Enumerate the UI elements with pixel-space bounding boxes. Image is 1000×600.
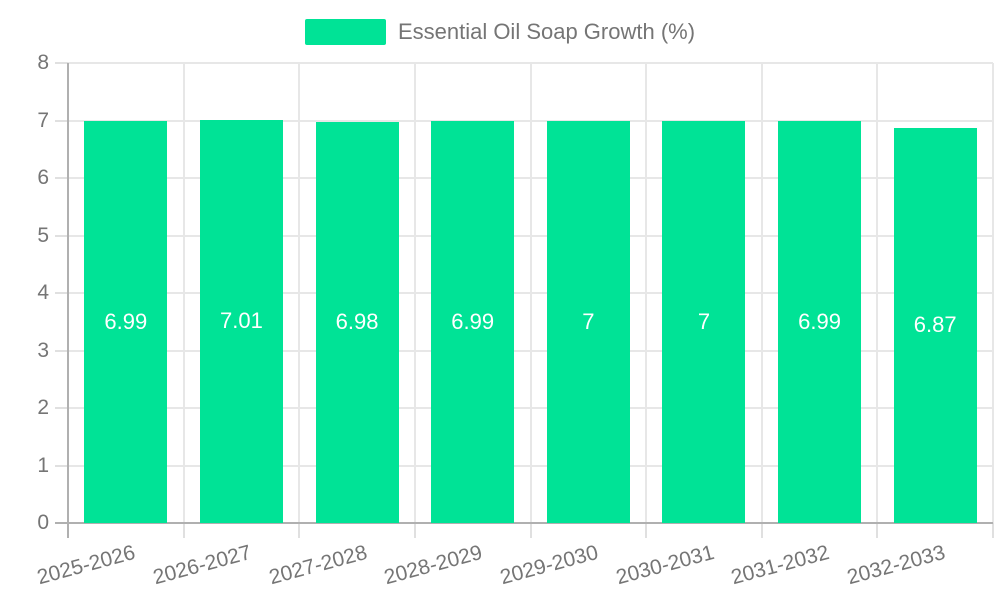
y-axis-tick-label: 1: [37, 453, 49, 477]
y-axis-tick: [55, 292, 68, 294]
x-axis-tick: [182, 523, 185, 538]
bar: 6.99: [431, 121, 515, 523]
legend-label: Essential Oil Soap Growth (%): [397, 19, 696, 44]
x-axis-category-label: 2029-2030: [497, 540, 601, 590]
v-gridline: [876, 63, 879, 523]
bar-value-label: 7.01: [220, 308, 263, 334]
y-axis-tick-label: 6: [37, 166, 49, 189]
x-axis-category-label: 2030-2031: [613, 540, 717, 590]
y-axis-tick-label: 4: [37, 281, 49, 304]
v-gridline: [992, 63, 994, 523]
bar: 6.99: [84, 121, 168, 523]
x-axis-tick: [760, 523, 763, 538]
x-axis-category-label: 2028-2029: [381, 540, 485, 590]
legend-swatch-icon: [304, 19, 386, 45]
y-axis-line: [67, 63, 69, 538]
bar: 7.01: [199, 119, 283, 523]
bar-value-label: 6.98: [335, 309, 379, 335]
y-axis-tick: [55, 234, 68, 237]
y-axis-tick: [55, 177, 68, 179]
x-axis-category-label: 2031-2032: [728, 540, 832, 590]
v-gridline: [298, 63, 301, 523]
x-axis-category-label: 2025-2026: [35, 540, 139, 590]
y-axis-tick-label: 8: [37, 51, 49, 74]
y-axis-tick-label: 2: [37, 396, 49, 419]
bar-value-label: 6.99: [798, 309, 841, 335]
y-axis-tick-label: 0: [37, 511, 49, 534]
bar: 6.99: [778, 121, 862, 523]
x-axis-tick: [876, 523, 879, 538]
x-axis-category-label: 2032-2033: [844, 540, 948, 590]
y-axis-tick: [55, 464, 68, 467]
legend: Essential Oil Soap Growth (%): [0, 19, 1000, 45]
v-gridline: [529, 63, 532, 523]
bar-value-label: 6.87: [913, 312, 957, 338]
v-gridline: [182, 63, 185, 523]
bar-value-label: 6.99: [451, 309, 495, 335]
bar-value-label: 7: [697, 308, 711, 334]
x-axis-category-label: 2027-2028: [266, 540, 370, 590]
bar-value-label: 6.99: [104, 309, 148, 335]
x-axis-tick: [413, 523, 416, 538]
y-axis-tick: [55, 119, 68, 122]
bar: 6.98: [315, 121, 399, 523]
y-axis-tick-label: 7: [37, 108, 49, 132]
v-gridline: [760, 63, 763, 523]
x-axis-category-label: 2026-2027: [150, 540, 254, 590]
bar: 7: [662, 120, 746, 523]
x-axis-tick: [992, 523, 994, 538]
y-axis-tick-label: 5: [37, 223, 49, 247]
x-axis-tick: [645, 523, 648, 538]
legend-item[interactable]: Essential Oil Soap Growth (%): [304, 19, 696, 45]
y-axis-tick: [55, 62, 68, 64]
bar: 6.87: [893, 127, 977, 523]
x-axis-line: [55, 522, 993, 524]
x-axis-tick: [298, 523, 301, 538]
y-axis-tick: [55, 407, 68, 409]
v-gridline: [645, 63, 648, 523]
y-axis-tick-label: 3: [37, 338, 49, 362]
plot-area: 0 1 2 3 4 5 6 7 8 6.99 7.01 6.98 6.99 7 7 6.99 6.87 2025-…: [35, 51, 994, 589]
bar-value-label: 7: [582, 308, 595, 334]
bar: 7: [546, 120, 630, 523]
v-gridline: [413, 63, 416, 523]
y-axis-tick: [55, 349, 68, 352]
x-axis-tick: [529, 523, 532, 538]
